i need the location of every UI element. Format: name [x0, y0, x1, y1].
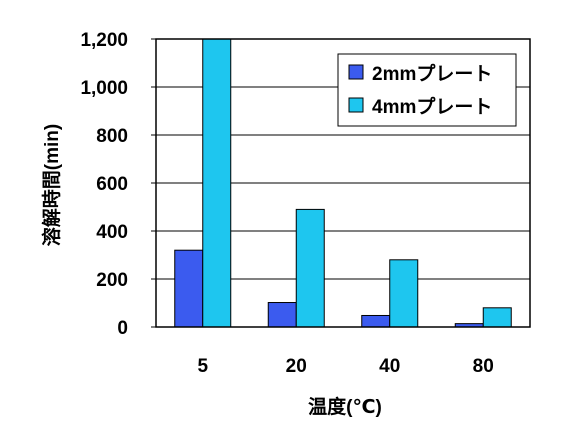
x-tick-label-5: 5 — [197, 356, 208, 377]
y-axis-tick-labels: 0 200 400 600 800 1,000 1,200 — [80, 30, 128, 339]
bars — [174, 38, 512, 328]
y-tick-label-200: 200 — [96, 270, 128, 291]
x-tick-label-80: 80 — [473, 356, 494, 377]
bar-4mm-20 — [295, 208, 325, 328]
y-tick-label-1000: 1,000 — [80, 78, 128, 99]
legend-swatch-2mm — [348, 64, 364, 80]
bar-2mm-40 — [361, 314, 391, 328]
y-tick-label-800: 800 — [96, 126, 128, 147]
y-tick-label-1200: 1,200 — [80, 30, 128, 51]
legend-box — [337, 53, 517, 127]
x-axis-title: 温度(℃) — [308, 395, 382, 418]
legend-label-4mm: 4mmプレート — [372, 95, 492, 118]
bar-4mm-40 — [389, 259, 419, 328]
y-tick-label-600: 600 — [96, 174, 128, 195]
plot-area-frame — [155, 38, 531, 328]
x-tick-label-20: 20 — [286, 356, 307, 377]
legend: 2mmプレート 4mmプレート — [337, 53, 517, 127]
x-axis-tick-labels: 5 20 40 80 — [197, 356, 493, 377]
y-tick-label-0: 0 — [117, 318, 128, 339]
y-axis-title: 溶解時間(min) — [40, 124, 63, 246]
y-tick-label-400: 400 — [96, 222, 128, 243]
bar-4mm-80 — [482, 307, 512, 328]
bar-2mm-20 — [267, 302, 297, 328]
legend-swatch-4mm — [348, 97, 364, 113]
legend-label-2mm: 2mmプレート — [372, 62, 492, 85]
x-tick-label-40: 40 — [379, 356, 400, 377]
bar-2mm-5 — [174, 249, 204, 328]
bar-4mm-5 — [202, 38, 232, 328]
